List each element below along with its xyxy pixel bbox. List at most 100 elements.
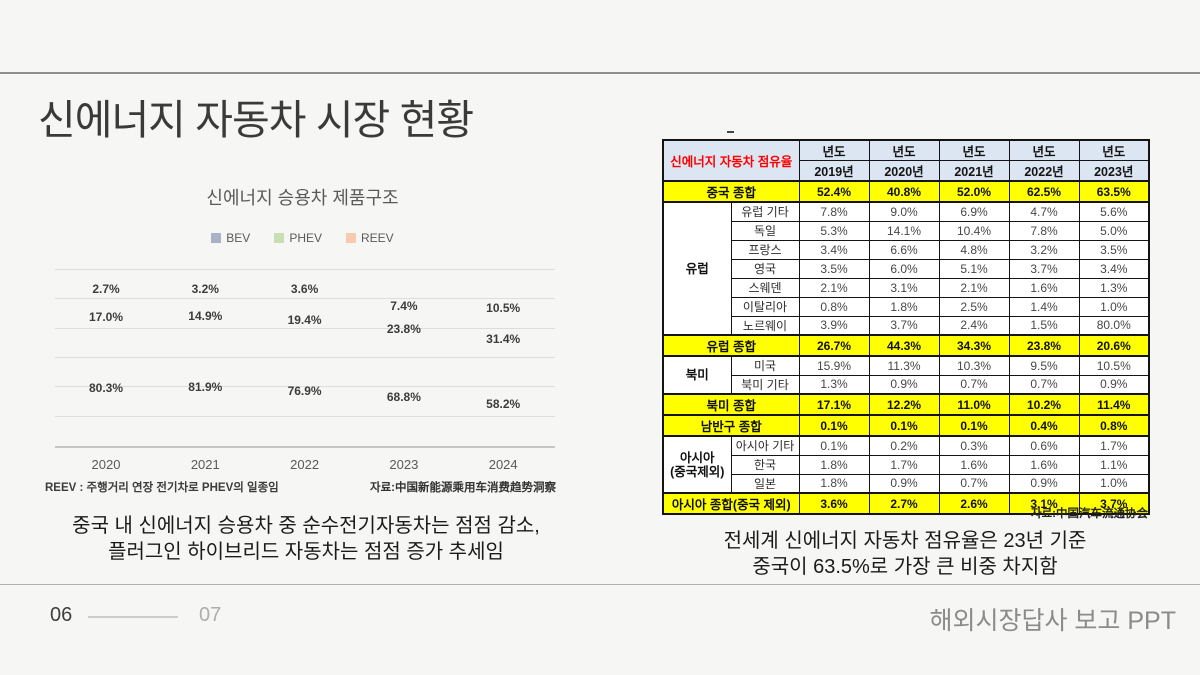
value-cell: 0.6% <box>1008 435 1080 456</box>
value-cell: 3.7% <box>1078 492 1150 515</box>
value-cell: 7.8% <box>1008 220 1080 241</box>
country-cell: 이탈리아 <box>730 296 800 317</box>
region-group-cell: 유럽 <box>662 201 732 336</box>
table-source: 자료:中国汽车流通协会 <box>1031 508 1148 520</box>
table-row: 아시아 (중국제외) 아시아 기타 0.1% 0.2% 0.3% 0.6% 1.7% <box>662 435 1150 494</box>
value-cell: 34.3% <box>938 334 1010 357</box>
value-cell: 1.3% <box>798 374 870 395</box>
value-cell: 0.7% <box>938 374 1010 395</box>
value-cell: 62.5% <box>1008 180 1080 203</box>
footer-divider <box>0 584 1200 585</box>
market-share-table: 신에너지 자동차 점유율 년도 년도 년도 년도 년도 2019년 2020년 2021년 202… <box>662 139 1151 515</box>
region-group-cell: 북미 <box>662 355 732 395</box>
value-cell: 10.5% <box>1078 355 1150 376</box>
value-cell: 10.4% <box>938 220 1010 241</box>
summary-label: 유럽 종합 <box>662 334 800 357</box>
summary-label: 아시아 종합(중국 제외) <box>662 492 800 515</box>
value-cell: 0.9% <box>868 473 940 494</box>
value-cell: 3.4% <box>798 239 870 260</box>
value-cell: 0.1% <box>798 414 870 437</box>
bar-label: 2.7% <box>92 282 120 297</box>
value-cell: 4.7% <box>1008 201 1080 222</box>
value-cell: 0.8% <box>798 296 870 317</box>
legend-label: BEV <box>226 231 251 245</box>
table-row: 영국 3.5% 6.0% 5.1% 3.7% 3.4% <box>663 258 1150 279</box>
summary-label: 남반구 종합 <box>662 414 800 437</box>
year-label: 2021년 <box>938 160 1010 182</box>
table-header-row: 신에너지 자동차 점유율 년도 년도 년도 년도 년도 <box>662 139 1150 182</box>
table-row: 프랑스 3.4% 6.6% 4.8% 3.2% 3.5% <box>663 239 1150 260</box>
table-row: 남반구 종합 0.1% 0.1% 0.1% 0.4% 0.8% <box>662 414 1150 437</box>
value-cell: 4.8% <box>938 239 1010 260</box>
value-cell: 12.2% <box>868 393 940 416</box>
value-cell: 3.1% <box>1008 492 1080 515</box>
value-cell: 0.7% <box>1008 374 1080 395</box>
chart-title: 신에너지 승용차 제품구조 <box>206 188 399 208</box>
value-cell: 1.8% <box>798 454 870 475</box>
table-title: 신에너지 자동차 점유율 <box>662 139 800 182</box>
bar-label: 19.4% <box>287 313 322 327</box>
gridline <box>55 298 555 300</box>
value-cell: 2.4% <box>938 315 1010 336</box>
table-row: 한국 1.8% 1.7% 1.6% 1.6% 1.1% <box>663 454 1150 475</box>
summary-label: 중국 종합 <box>662 180 800 203</box>
value-cell: 10.3% <box>938 355 1010 376</box>
page-title: 신에너지 자동차 시장 현황 <box>38 97 474 143</box>
value-cell: 3.7% <box>1008 258 1080 279</box>
value-cell: 3.5% <box>1078 239 1150 260</box>
bar-label: 3.2% <box>191 282 219 297</box>
value-cell: 3.9% <box>798 315 870 336</box>
value-cell: 0.9% <box>1008 473 1080 494</box>
left-caption: 중국 내 신에너지 승용차 중 순수전기자동차는 점점 감소, 플러그인 하이브… <box>30 513 582 565</box>
value-cell: 2.5% <box>938 296 1010 317</box>
bar-label: 58.2% <box>486 397 521 412</box>
value-cell: 0.9% <box>868 374 940 395</box>
value-cell: 2.6% <box>938 492 1010 515</box>
value-cell: 10.2% <box>1008 393 1080 416</box>
value-cell: 14.1% <box>868 220 940 241</box>
bar-label: 17.0% <box>88 309 124 324</box>
value-cell: 20.6% <box>1078 334 1150 357</box>
table-row: 일본 1.8% 0.9% 0.7% 0.9% 1.0% <box>663 473 1150 494</box>
value-cell: 1.0% <box>1078 296 1150 317</box>
value-cell: 1.3% <box>1078 277 1150 298</box>
value-cell: 1.6% <box>938 454 1010 475</box>
value-cell: 3.6% <box>798 492 870 515</box>
x-axis-label: 2023 <box>389 457 419 472</box>
value-cell: 11.4% <box>1078 393 1150 416</box>
country-cell: 일본 <box>730 473 800 494</box>
table-row: 노르웨이 3.9% 3.7% 2.4% 1.5% 80.0% <box>663 315 1150 336</box>
value-cell: 3.2% <box>1008 239 1080 260</box>
summary-label: 북미 종합 <box>662 393 800 416</box>
value-cell: 44.3% <box>868 334 940 357</box>
table-row: 유럽 종합 26.7% 44.3% 34.3% 23.8% 20.6% <box>662 334 1150 357</box>
value-cell: 1.8% <box>868 296 940 317</box>
value-cell: 0.9% <box>1078 374 1150 395</box>
value-cell: 3.7% <box>868 315 940 336</box>
value-cell: 3.1% <box>868 277 940 298</box>
year-label: 2019년 <box>798 160 870 182</box>
chart-footnote: REEV : 주행거리 연장 전기차로 PHEV의 일종임 <box>45 482 279 494</box>
bar-label: 81.9% <box>188 379 223 394</box>
country-cell: 독일 <box>730 220 800 241</box>
legend-swatch <box>274 233 285 243</box>
bar-label: 31.4% <box>486 331 521 346</box>
legend-label: REEV <box>361 231 394 245</box>
year-label: 2022년 <box>1008 160 1080 182</box>
value-cell: 80.0% <box>1078 315 1150 336</box>
chart-source: 자료:中国新能源乘用车消费趋势洞察 <box>370 482 556 494</box>
value-cell: 0.1% <box>938 414 1010 437</box>
value-cell: 52.0% <box>938 180 1010 203</box>
value-cell: 6.6% <box>868 239 940 260</box>
gridline <box>55 327 555 329</box>
legend-item-phev: PHEV <box>274 231 322 245</box>
value-cell: 1.7% <box>868 454 940 475</box>
value-cell: 11.0% <box>938 393 1010 416</box>
table-row: 북미 종합 17.1% 12.2% 11.0% 10.2% 11.4% <box>662 393 1150 416</box>
bar-label: 7.4% <box>390 298 418 313</box>
stray-mark <box>727 131 734 133</box>
legend-swatch <box>211 233 222 243</box>
value-cell: 0.3% <box>938 435 1010 456</box>
bar-label: 10.5% <box>486 300 521 315</box>
